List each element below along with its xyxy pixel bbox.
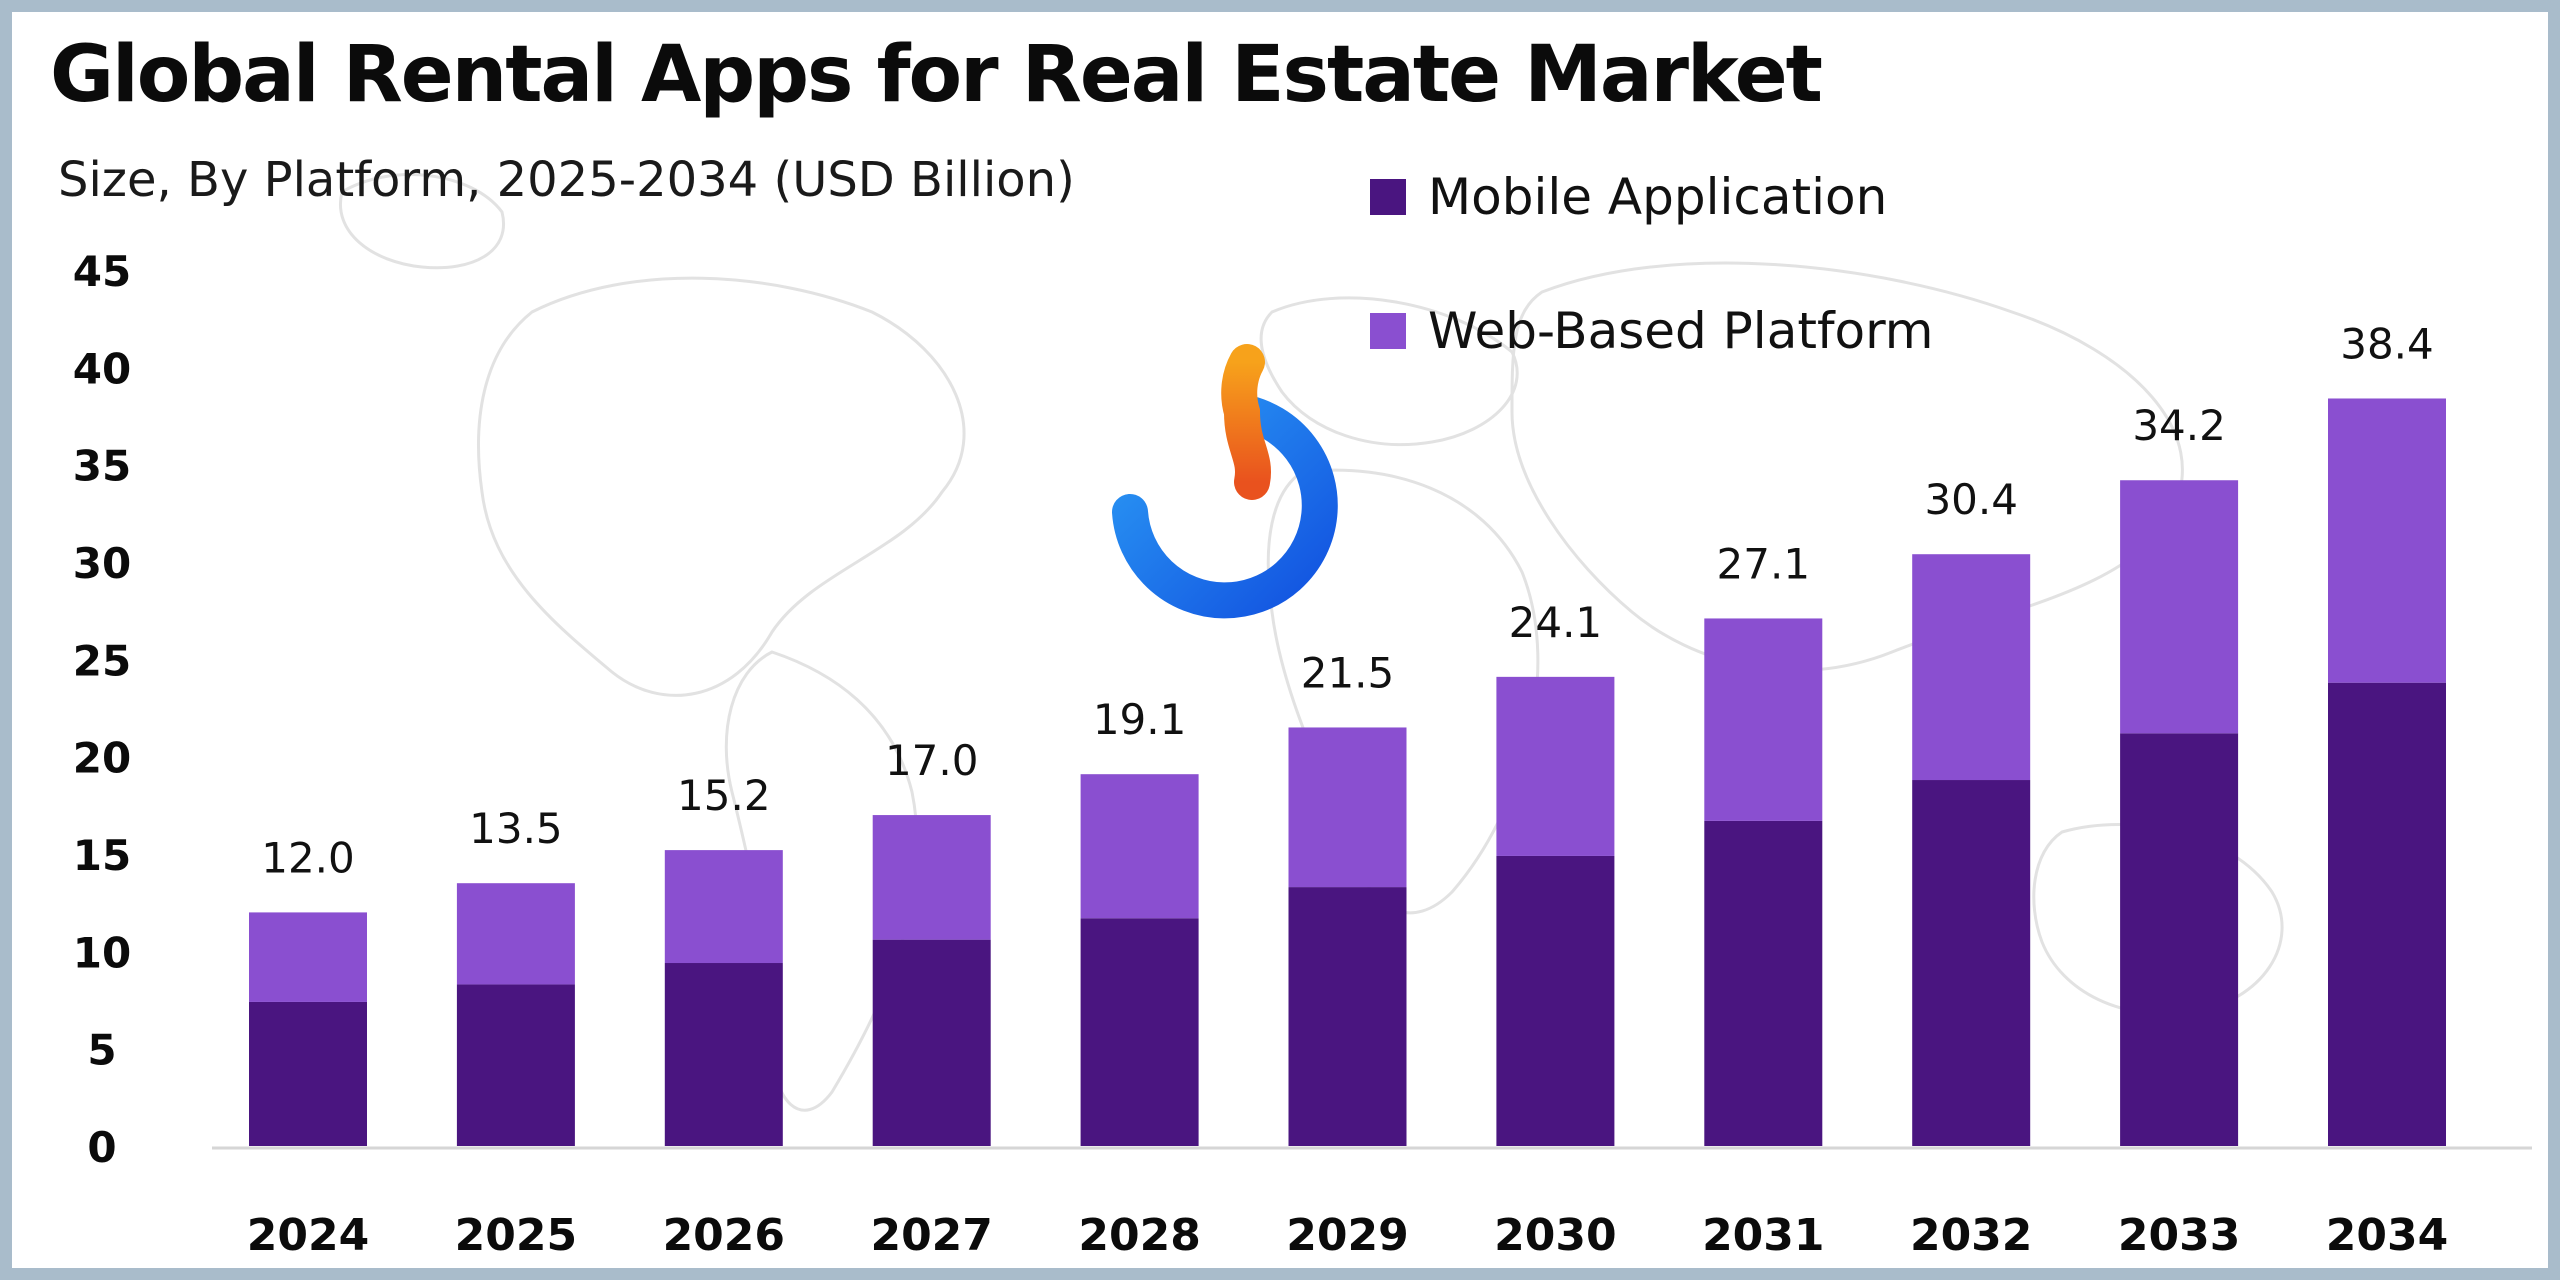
brand-swirl-icon	[1112, 344, 1338, 619]
bar-mobile-application-2030	[1496, 855, 1615, 1146]
bar-mobile-application-2034	[2328, 682, 2446, 1146]
bar-mobile-application-2031	[1704, 820, 1823, 1146]
x-tick-label-2025: 2025	[455, 1210, 577, 1261]
chart-title: Global Rental Apps for Real Estate Marke…	[50, 30, 1823, 120]
bar-mobile-application-2028	[1080, 918, 1199, 1146]
legend-swatch-web-based-platform	[1370, 313, 1406, 349]
chart-frame: Global Rental Apps for Real Estate Marke…	[12, 12, 2548, 1268]
legend-item-web-based-platform: Web-Based Platform	[1370, 301, 1934, 361]
bar-mobile-application-2026	[664, 963, 783, 1146]
legend-swatch-mobile-application	[1370, 179, 1406, 215]
chart-subtitle: Size, By Platform, 2025-2034 (USD Billio…	[58, 152, 1075, 208]
legend-label-web-based-platform: Web-Based Platform	[1428, 302, 1934, 360]
y-tick-label-10: 10	[73, 928, 131, 977]
bar-mobile-application-2024	[249, 1001, 367, 1146]
total-label-2027: 17.0	[885, 736, 979, 785]
bar-mobile-application-2033	[2120, 733, 2239, 1146]
total-label-2024: 12.0	[261, 833, 355, 882]
total-label-2026: 15.2	[677, 771, 771, 820]
x-tick-label-2033: 2033	[2118, 1210, 2240, 1261]
y-tick-label-40: 40	[73, 344, 131, 393]
y-tick-label-20: 20	[73, 734, 131, 783]
x-tick-label-2029: 2029	[1286, 1210, 1408, 1261]
bar-mobile-application-2032	[1912, 780, 2031, 1146]
bar-web-based-platform-2026	[664, 850, 783, 964]
bar-mobile-application-2027	[872, 939, 991, 1146]
bar-web-based-platform-2031	[1704, 618, 1823, 821]
bar-web-based-platform-2027	[872, 815, 991, 940]
total-label-2025: 13.5	[469, 804, 563, 853]
bar-web-based-platform-2025	[456, 883, 575, 985]
y-tick-label-25: 25	[73, 636, 131, 685]
bar-web-based-platform-2034	[2328, 398, 2446, 683]
bar-chart: 05101520253035404512.0202413.5202515.220…	[73, 247, 2532, 1261]
total-label-2029: 21.5	[1301, 648, 1395, 697]
x-tick-label-2034: 2034	[2326, 1210, 2448, 1261]
bar-web-based-platform-2024	[249, 912, 367, 1002]
legend: Mobile Application Web-Based Platform	[1370, 167, 1934, 435]
bar-web-based-platform-2033	[2120, 480, 2239, 734]
bar-web-based-platform-2032	[1912, 554, 2031, 781]
bar-web-based-platform-2028	[1080, 774, 1199, 919]
total-label-2028: 19.1	[1093, 695, 1187, 744]
x-tick-label-2026: 2026	[663, 1210, 785, 1261]
y-tick-label-0: 0	[87, 1123, 116, 1172]
total-label-2033: 34.2	[2132, 401, 2226, 450]
x-tick-label-2024: 2024	[247, 1210, 369, 1261]
y-tick-label-15: 15	[73, 831, 131, 880]
bar-web-based-platform-2029	[1288, 727, 1407, 888]
total-label-2030: 24.1	[1509, 598, 1603, 647]
y-tick-label-30: 30	[73, 539, 131, 588]
x-tick-label-2027: 2027	[870, 1210, 992, 1261]
x-tick-label-2032: 2032	[1910, 1210, 2032, 1261]
legend-label-mobile-application: Mobile Application	[1428, 168, 1888, 226]
y-tick-label-35: 35	[73, 442, 131, 491]
x-tick-label-2031: 2031	[1702, 1210, 1824, 1261]
y-tick-label-45: 45	[73, 247, 131, 296]
total-label-2032: 30.4	[1924, 475, 2018, 524]
x-tick-label-2030: 2030	[1494, 1210, 1616, 1261]
bar-mobile-application-2029	[1288, 887, 1407, 1146]
bar-mobile-application-2025	[456, 984, 575, 1146]
x-tick-label-2028: 2028	[1078, 1210, 1200, 1261]
legend-item-mobile-application: Mobile Application	[1370, 167, 1934, 227]
total-label-2031: 27.1	[1717, 539, 1811, 588]
y-tick-label-5: 5	[87, 1026, 116, 1075]
total-label-2034: 38.4	[2340, 319, 2434, 368]
bar-web-based-platform-2030	[1496, 676, 1615, 856]
